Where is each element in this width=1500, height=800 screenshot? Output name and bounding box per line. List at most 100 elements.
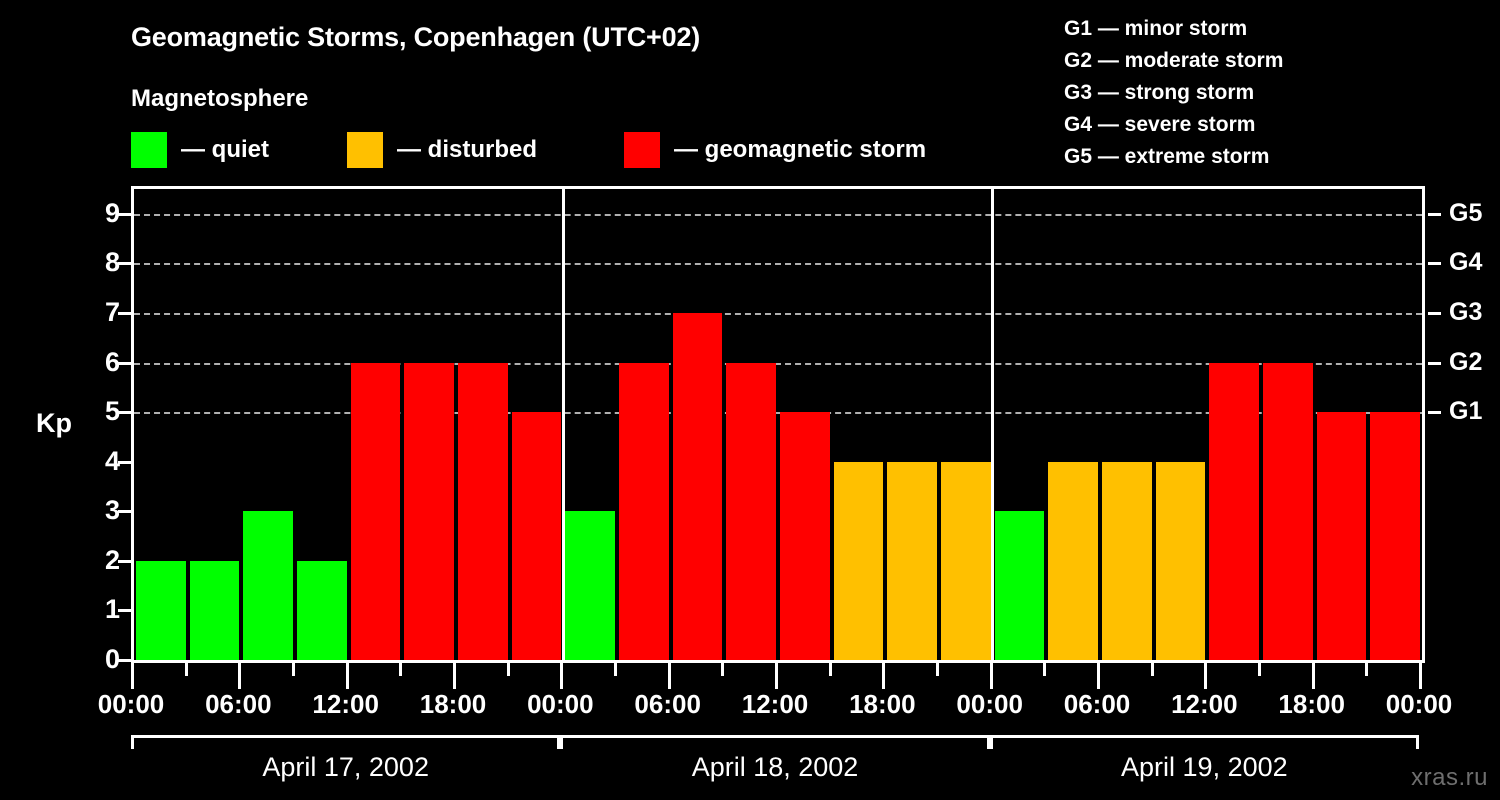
bar bbox=[404, 362, 454, 660]
y-tick-label-7: 7 bbox=[104, 296, 120, 327]
x-tick-9 bbox=[614, 663, 617, 676]
x-tick-label-7: 18:00 bbox=[849, 689, 916, 719]
magnetosphere-label: Magnetosphere bbox=[131, 85, 309, 112]
x-tick-16 bbox=[989, 663, 993, 689]
g-tick-mark-g4 bbox=[1428, 262, 1441, 266]
y-axis-labels: 0 1 2 3 4 5 6 7 8 9 bbox=[64, 186, 120, 672]
bar bbox=[1316, 412, 1367, 660]
bar bbox=[672, 312, 723, 660]
x-tick-24 bbox=[1419, 663, 1422, 689]
storm-key-code-g4: G4 bbox=[1064, 113, 1093, 136]
x-tick-0 bbox=[131, 663, 134, 689]
x-tick-1 bbox=[184, 663, 188, 676]
storm-key-code-g3: G3 bbox=[1064, 81, 1093, 104]
storm-key-text-g3: — strong storm bbox=[1092, 81, 1255, 104]
g-tick-mark-g2 bbox=[1428, 361, 1441, 365]
day-label-2: April 18, 2002 bbox=[691, 752, 859, 782]
bar bbox=[511, 412, 562, 660]
storm-key-text-g1: — minor storm bbox=[1092, 17, 1248, 40]
bar bbox=[1048, 461, 1098, 660]
x-tick-label-5: 06:00 bbox=[634, 689, 701, 719]
x-tick-label-4: 00:00 bbox=[527, 689, 594, 719]
g-tick-label-g3: G3 bbox=[1449, 297, 1483, 326]
x-tick-12 bbox=[775, 663, 778, 689]
y-tick-mark-0 bbox=[118, 659, 131, 662]
y-tick-mark-5 bbox=[118, 411, 131, 415]
x-tick-7 bbox=[506, 663, 510, 676]
x-tick-17 bbox=[1043, 663, 1047, 676]
y-tick-mark-9 bbox=[118, 212, 131, 216]
gridline-kp-6 bbox=[134, 362, 1422, 365]
x-tick-label-8: 00:00 bbox=[956, 689, 1023, 719]
bar bbox=[1370, 412, 1420, 660]
x-tick-14 bbox=[882, 663, 886, 689]
y-tick-mark-7 bbox=[118, 311, 131, 315]
g-tick-label-g4: G4 bbox=[1449, 248, 1483, 277]
storm-scale-key: G1 — minor storm G2 — moderate storm G3 — … bbox=[1064, 13, 1484, 173]
bar-series bbox=[134, 189, 1422, 660]
day-label-1: April 17, 2002 bbox=[262, 752, 429, 782]
x-tick-label-2: 12:00 bbox=[312, 689, 379, 719]
y-tick-label-1: 1 bbox=[104, 594, 120, 625]
bar bbox=[726, 362, 776, 660]
x-tick-4 bbox=[345, 663, 349, 689]
legend-item-disturbed: — disturbed bbox=[347, 131, 537, 169]
x-tick-label-9: 06:00 bbox=[1063, 689, 1131, 719]
y-tick-label-9: 9 bbox=[104, 197, 120, 228]
gridline-kp-7 bbox=[134, 312, 1422, 315]
storm-key-code-g5: G5 bbox=[1064, 145, 1093, 168]
bar bbox=[189, 560, 240, 660]
x-tick-label-3: 18:00 bbox=[419, 689, 487, 719]
y-axis-ticks bbox=[0, 186, 131, 663]
day-labels: April 17, 2002 April 18, 2002 April 19, 20… bbox=[0, 752, 1500, 792]
x-tick-10 bbox=[667, 663, 671, 689]
g-scale-axis: G1 G2 G3 G4 G5 bbox=[1425, 186, 1500, 663]
x-tick-8 bbox=[560, 663, 564, 689]
bar bbox=[297, 560, 347, 660]
y-tick-label-0: 0 bbox=[104, 644, 120, 674]
g-tick-label-g5: G5 bbox=[1449, 198, 1483, 227]
x-axis-labels: 00:00 06:00 12:00 18:00 00:00 06:00 12:00 18:00… bbox=[0, 689, 1500, 725]
x-tick-label-0: 00:00 bbox=[97, 689, 165, 719]
day-brackets bbox=[0, 735, 1500, 755]
x-tick-11 bbox=[721, 663, 725, 676]
y-tick-label-3: 3 bbox=[104, 495, 120, 526]
watermark: xras.ru bbox=[1411, 764, 1488, 791]
gridline-kp-9 bbox=[134, 213, 1422, 216]
y-tick-mark-2 bbox=[118, 559, 131, 563]
bar bbox=[833, 461, 884, 660]
x-tick-21 bbox=[1258, 663, 1261, 676]
bar bbox=[780, 412, 830, 660]
storm-key-row-g2: G2 — moderate storm bbox=[1064, 45, 1484, 77]
storm-key-code-g1: G1 bbox=[1064, 17, 1093, 40]
bar bbox=[619, 362, 669, 660]
storm-key-row-g4: G4 — severe storm bbox=[1064, 109, 1484, 141]
x-tick-label-6: 12:00 bbox=[741, 689, 809, 719]
y-tick-mark-3 bbox=[118, 510, 131, 514]
storm-key-text-g5: — extreme storm bbox=[1092, 145, 1270, 168]
y-tick-mark-6 bbox=[118, 361, 131, 365]
bar bbox=[1263, 362, 1313, 660]
legend-swatch-quiet-icon bbox=[131, 132, 167, 168]
plot-inner bbox=[134, 189, 1422, 660]
y-axis-title: Kp bbox=[36, 408, 72, 438]
legend-swatch-storm-icon bbox=[624, 132, 660, 168]
gridline-kp-5 bbox=[134, 412, 1422, 415]
g-tick-label-g1: G1 bbox=[1449, 397, 1483, 426]
bar bbox=[1155, 461, 1206, 660]
x-tick-23 bbox=[1365, 663, 1369, 676]
bar bbox=[887, 461, 937, 660]
bar bbox=[458, 362, 508, 660]
day-separator-1 bbox=[561, 189, 565, 660]
bar bbox=[941, 461, 991, 660]
y-tick-label-8: 8 bbox=[104, 247, 120, 278]
x-tick-15 bbox=[936, 663, 939, 676]
storm-key-code-g2: G2 bbox=[1064, 49, 1093, 72]
x-tick-13 bbox=[828, 663, 832, 676]
y-tick-label-5: 5 bbox=[104, 396, 120, 427]
day-bracket-1 bbox=[131, 735, 561, 749]
storm-key-row-g1: G1 — minor storm bbox=[1064, 13, 1484, 45]
legend-item-quiet: — quiet bbox=[131, 131, 269, 169]
day-bracket-3 bbox=[989, 735, 1419, 749]
